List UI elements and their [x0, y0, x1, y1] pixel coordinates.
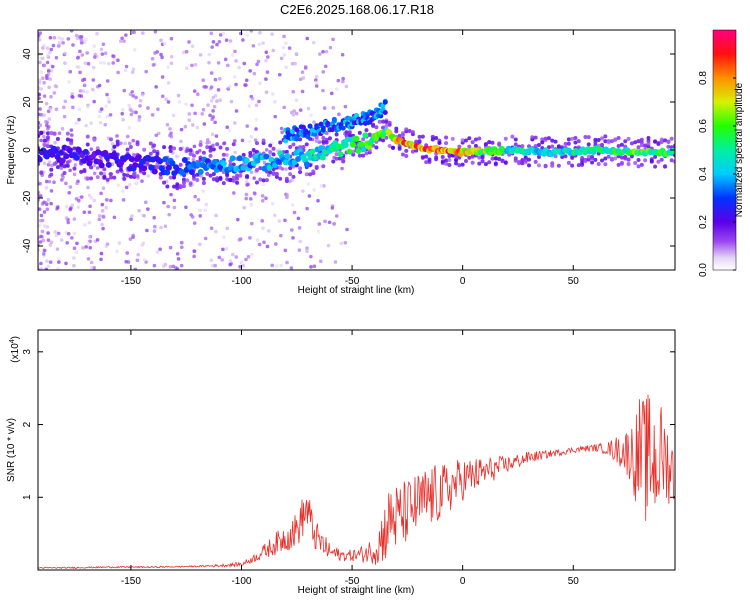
spectrogram-xtick-label: 50: [568, 276, 580, 287]
spectrogram-xtick-label: -100: [231, 276, 251, 287]
colorbar-gradient: [712, 29, 737, 271]
colorbar-tick-label: 0.8: [698, 71, 709, 85]
snr-xtick-label: -50: [345, 576, 360, 587]
snr-xtick-label: 50: [568, 576, 580, 587]
snr-frame: [37, 329, 676, 571]
spectrogram-xtick-label: 0: [460, 276, 466, 287]
spectrogram-xtick-label: -50: [345, 276, 360, 287]
spectrogram-xlabel: Height of straight line (km): [298, 285, 415, 296]
colorbar-label: Normalized spectral amplitude: [734, 82, 745, 217]
snr-series-line: [38, 394, 675, 570]
snr-multiplier-base: (x10: [10, 343, 21, 363]
colorbar: 0.0 0.2 0.4 0.6 0.8 Normalized spectral ampl…: [698, 29, 745, 277]
snr-xtick-label: -150: [121, 576, 141, 587]
spectrogram-ytick-label: 0: [22, 147, 33, 153]
snr-ylabel: SNR (10 * v/v): [6, 418, 17, 482]
spectrogram-xtick-label: -150: [121, 276, 141, 287]
snr-ytick-label: 1: [22, 494, 33, 500]
snr-ytick-label: 2: [22, 421, 33, 427]
svg-text:(x104): (x104): [9, 336, 21, 363]
snr-xtick-label: 0: [460, 576, 466, 587]
snr-multiplier: (x104): [9, 336, 21, 363]
snr-xtick-label: -100: [231, 576, 251, 587]
colorbar-tick-label: 0.6: [698, 119, 709, 133]
spectrogram-panel: -150 -100 -50 0 50 -40 -20 0 20 40 Height of str…: [6, 29, 676, 296]
spectrogram-ytick-label: 40: [22, 48, 33, 60]
colorbar-tick-label: 0.2: [698, 215, 709, 229]
spectrogram-ylabel: Frequency (Hz): [6, 116, 17, 185]
colorbar-tick-label: 0.0: [698, 263, 709, 277]
snr-multiplier-exponent: 4: [9, 339, 16, 343]
spectrogram-ytick-label: -20: [22, 190, 33, 205]
snr-xlabel: Height of straight line (km): [298, 585, 415, 596]
colorbar-tick-label: 0.4: [698, 167, 709, 181]
snr-plot-area: [38, 330, 675, 570]
snr-panel: -150 -100 -50 0 50 1 2 3 Height of straight li…: [6, 329, 676, 596]
spectrogram-ytick-label: -40: [22, 238, 33, 253]
spectrogram-ytick-label: 20: [22, 96, 33, 108]
figure-title: C2E6.2025.168.06.17.R18: [280, 2, 434, 17]
snr-ytick-label: 3: [22, 349, 33, 355]
snr-multiplier-close: ): [10, 336, 21, 339]
spectrogram-heatmap: [38, 30, 675, 270]
